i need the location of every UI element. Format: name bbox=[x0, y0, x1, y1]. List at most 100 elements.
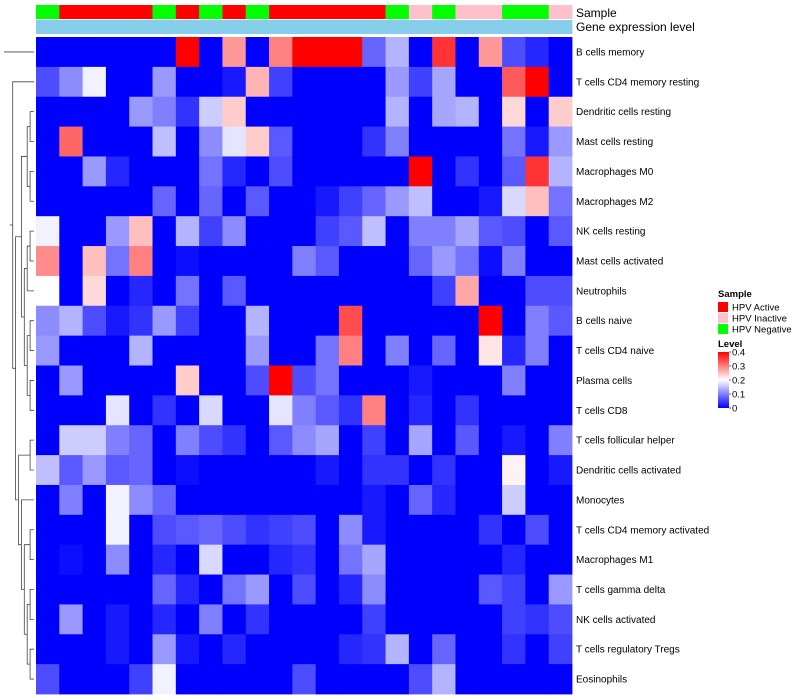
heatmap-cell bbox=[292, 216, 317, 247]
heatmap-cell bbox=[385, 544, 410, 575]
heatmap-cell bbox=[502, 96, 526, 127]
heatmap-cell bbox=[222, 514, 247, 546]
row-label: Macrophages M1 bbox=[576, 555, 654, 566]
heatmap-cell bbox=[362, 335, 386, 366]
heatmap-cell bbox=[245, 544, 270, 575]
sample-annotation-cell bbox=[82, 5, 107, 19]
heatmap-cell bbox=[105, 574, 130, 605]
heatmap-cell bbox=[455, 186, 480, 217]
row-label: NK cells resting bbox=[576, 227, 645, 238]
heatmap-cell bbox=[525, 604, 550, 635]
heatmap-cell bbox=[502, 246, 526, 277]
row-label: T cells CD4 naive bbox=[576, 346, 655, 357]
gene-level-cell bbox=[36, 20, 60, 34]
heatmap-cell bbox=[432, 484, 456, 516]
heatmap-cell bbox=[105, 455, 130, 486]
heatmap-cell bbox=[315, 335, 340, 366]
heatmap-cell bbox=[269, 37, 293, 68]
heatmap-cell bbox=[129, 216, 153, 247]
heatmap-cell bbox=[82, 126, 107, 157]
heatmap-cell bbox=[269, 514, 293, 546]
dendrogram-branch bbox=[29, 170, 34, 202]
heatmap-cell bbox=[105, 544, 130, 575]
heatmap-cell bbox=[199, 514, 223, 546]
heatmap-cell bbox=[362, 514, 386, 546]
heatmap-cell bbox=[525, 395, 550, 426]
gene-level-cell bbox=[175, 20, 200, 34]
heatmap-cell bbox=[152, 275, 177, 307]
heatmap-cell bbox=[385, 216, 410, 247]
heatmap-cell bbox=[385, 186, 410, 217]
heatmap-cell bbox=[408, 335, 433, 366]
heatmap-cell bbox=[455, 66, 480, 98]
heatmap-cell bbox=[82, 574, 107, 605]
heatmap-cell bbox=[478, 514, 503, 546]
heatmap-cell bbox=[59, 335, 84, 366]
heatmap-cell bbox=[199, 425, 223, 456]
sample-annotation-cell bbox=[478, 5, 503, 19]
heatmap-cell bbox=[362, 365, 386, 396]
heatmap-cell bbox=[175, 514, 200, 546]
heatmap-cell bbox=[129, 425, 153, 456]
heatmap-cell bbox=[315, 634, 340, 665]
heatmap-cell bbox=[455, 484, 480, 516]
sample-annotation-cell bbox=[362, 5, 386, 19]
heatmap-cell bbox=[432, 305, 456, 337]
heatmap-cell bbox=[82, 365, 107, 396]
heatmap-cell bbox=[269, 96, 293, 127]
heatmap-cell bbox=[222, 455, 247, 486]
row-label: Dendritic cells activated bbox=[576, 466, 681, 477]
heatmap-cell bbox=[292, 37, 317, 68]
heatmap-cell bbox=[199, 395, 223, 426]
heatmap-cell bbox=[59, 66, 84, 98]
gene-level-cell bbox=[59, 20, 84, 34]
heatmap-cell bbox=[245, 574, 270, 605]
sample-annotation-cell bbox=[175, 5, 200, 19]
heatmap-cell bbox=[105, 275, 130, 307]
heatmap-cell bbox=[129, 246, 153, 277]
heatmap-cell bbox=[245, 395, 270, 426]
heatmap-cell bbox=[455, 216, 480, 247]
heatmap-cell bbox=[338, 664, 363, 695]
heatmap-cell bbox=[315, 544, 340, 575]
dendrogram-branch bbox=[29, 529, 34, 561]
heatmap-cell bbox=[222, 275, 247, 307]
gene-level-cell bbox=[105, 20, 130, 34]
heatmap-cell bbox=[385, 96, 410, 127]
heatmap-cell bbox=[199, 186, 223, 217]
sample-annotation-bar bbox=[36, 5, 573, 19]
heatmap-cell bbox=[152, 246, 177, 277]
heatmap-cell bbox=[548, 544, 573, 575]
heatmap-cell bbox=[408, 305, 433, 337]
heatmap-cell bbox=[432, 365, 456, 396]
heatmap-cell bbox=[478, 365, 503, 396]
heatmap-cell bbox=[269, 156, 293, 187]
gene-level-cell bbox=[315, 20, 340, 34]
heatmap-cell bbox=[408, 275, 433, 307]
sample-annotation-cell bbox=[36, 5, 60, 19]
heatmap-cell bbox=[222, 484, 247, 516]
heatmap-cell bbox=[36, 484, 60, 516]
heatmap-cell bbox=[385, 455, 410, 486]
heatmap-cell bbox=[105, 156, 130, 187]
heatmap-cell bbox=[548, 246, 573, 277]
sample-legend-label: HPV Negative bbox=[732, 325, 792, 336]
heatmap-cell bbox=[152, 604, 177, 635]
heatmap-cell bbox=[152, 455, 177, 486]
heatmap-cell bbox=[478, 246, 503, 277]
heatmap-cell bbox=[245, 455, 270, 486]
heatmap-cell bbox=[199, 664, 223, 695]
heatmap-cell bbox=[315, 275, 340, 307]
heatmap-cell bbox=[362, 455, 386, 486]
heatmap-cell bbox=[199, 37, 223, 68]
heatmap-cell bbox=[338, 514, 363, 546]
heatmap-cell bbox=[408, 634, 433, 665]
row-label: Macrophages M2 bbox=[576, 197, 654, 208]
heatmap-cell bbox=[432, 156, 456, 187]
heatmap-cell bbox=[385, 484, 410, 516]
heatmap-cell bbox=[152, 126, 177, 157]
heatmap-cell bbox=[82, 425, 107, 456]
heatmap-cell bbox=[408, 66, 433, 98]
heatmap-cell bbox=[36, 455, 60, 486]
heatmap-cell bbox=[59, 425, 84, 456]
